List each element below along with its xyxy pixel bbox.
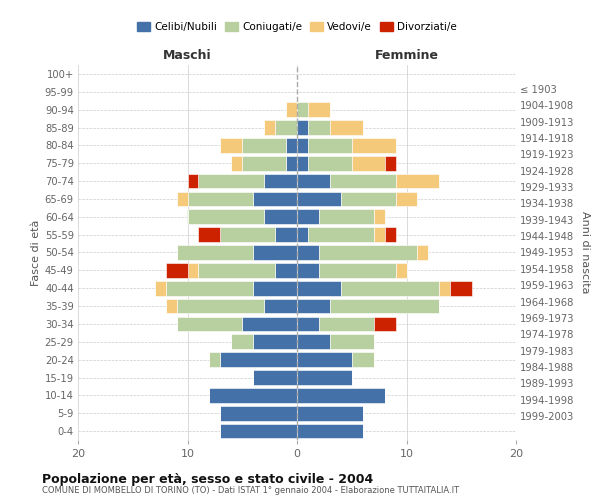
Bar xyxy=(199,228,220,242)
Bar xyxy=(319,210,374,224)
Bar xyxy=(297,406,362,420)
Bar xyxy=(264,210,297,224)
Bar xyxy=(352,352,374,367)
Bar xyxy=(275,120,297,135)
Bar xyxy=(374,316,395,331)
Bar xyxy=(352,138,395,152)
Bar xyxy=(232,156,242,170)
Y-axis label: Anni di nascita: Anni di nascita xyxy=(580,211,590,294)
Bar xyxy=(395,263,407,278)
Bar xyxy=(330,298,439,314)
Bar xyxy=(264,174,297,188)
Bar xyxy=(275,228,297,242)
Bar xyxy=(319,316,374,331)
Bar xyxy=(166,298,176,314)
Bar xyxy=(439,281,450,295)
Bar xyxy=(286,102,297,117)
Bar xyxy=(176,192,187,206)
Bar xyxy=(187,174,199,188)
Bar xyxy=(308,120,330,135)
Bar xyxy=(264,120,275,135)
Bar xyxy=(297,281,341,295)
Bar xyxy=(297,424,362,438)
Text: Popolazione per età, sesso e stato civile - 2004: Popolazione per età, sesso e stato civil… xyxy=(42,472,373,486)
Bar xyxy=(253,281,297,295)
Bar xyxy=(385,156,395,170)
Bar xyxy=(220,424,297,438)
Bar xyxy=(374,228,385,242)
Bar xyxy=(232,334,253,349)
Bar xyxy=(319,263,395,278)
Bar xyxy=(297,245,319,260)
Bar xyxy=(286,156,297,170)
Bar xyxy=(450,281,472,295)
Bar xyxy=(187,263,199,278)
Bar xyxy=(253,370,297,385)
Bar xyxy=(297,174,330,188)
Bar xyxy=(242,138,286,152)
Bar xyxy=(297,192,341,206)
Text: COMUNE DI MOMBELLO DI TORINO (TO) - Dati ISTAT 1° gennaio 2004 - Elaborazione TU: COMUNE DI MOMBELLO DI TORINO (TO) - Dati… xyxy=(42,486,459,495)
Bar xyxy=(330,334,374,349)
Bar xyxy=(297,352,352,367)
Bar xyxy=(209,388,297,402)
Bar xyxy=(297,120,308,135)
Bar xyxy=(297,316,319,331)
Bar xyxy=(374,210,385,224)
Bar xyxy=(253,192,297,206)
Bar xyxy=(297,138,308,152)
Bar xyxy=(253,245,297,260)
Bar xyxy=(341,281,439,295)
Bar xyxy=(418,245,428,260)
Bar xyxy=(187,192,253,206)
Bar xyxy=(341,192,395,206)
Bar xyxy=(308,228,374,242)
Bar xyxy=(176,298,264,314)
Bar xyxy=(352,156,385,170)
Text: Maschi: Maschi xyxy=(163,50,212,62)
Bar xyxy=(155,281,166,295)
Bar xyxy=(308,156,352,170)
Bar xyxy=(176,245,253,260)
Bar xyxy=(330,120,363,135)
Text: Femmine: Femmine xyxy=(374,50,439,62)
Bar xyxy=(395,174,439,188)
Bar xyxy=(242,156,286,170)
Bar xyxy=(297,210,319,224)
Bar xyxy=(199,263,275,278)
Bar xyxy=(297,102,308,117)
Bar xyxy=(220,406,297,420)
Bar xyxy=(330,174,395,188)
Bar xyxy=(297,156,308,170)
Bar xyxy=(264,298,297,314)
Bar xyxy=(209,352,220,367)
Bar xyxy=(297,298,330,314)
Bar xyxy=(166,263,187,278)
Bar xyxy=(166,281,253,295)
Bar xyxy=(242,316,297,331)
Y-axis label: Fasce di età: Fasce di età xyxy=(31,220,41,286)
Bar xyxy=(275,263,297,278)
Bar xyxy=(220,138,242,152)
Bar xyxy=(308,102,330,117)
Bar xyxy=(297,228,308,242)
Bar xyxy=(286,138,297,152)
Bar xyxy=(176,316,242,331)
Bar xyxy=(308,138,352,152)
Legend: Celibi/Nubili, Coniugati/e, Vedovi/e, Divorziati/e: Celibi/Nubili, Coniugati/e, Vedovi/e, Di… xyxy=(133,18,461,36)
Bar xyxy=(395,192,418,206)
Bar xyxy=(220,352,297,367)
Bar xyxy=(297,388,385,402)
Bar xyxy=(297,334,330,349)
Bar xyxy=(220,228,275,242)
Bar xyxy=(187,210,264,224)
Bar xyxy=(385,228,395,242)
Bar xyxy=(319,245,418,260)
Bar xyxy=(199,174,264,188)
Bar xyxy=(297,370,352,385)
Bar xyxy=(297,263,319,278)
Bar xyxy=(253,334,297,349)
